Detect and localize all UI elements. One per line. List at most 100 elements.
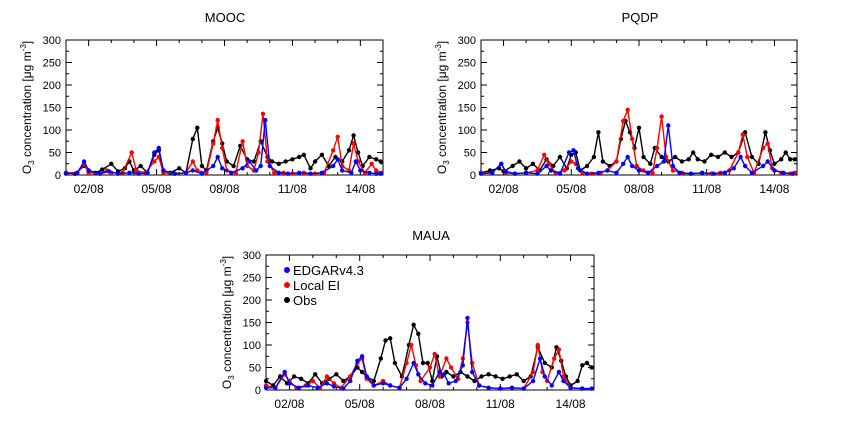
y-tick-label: 150	[43, 103, 61, 115]
data-point-edgarv4-3	[423, 381, 428, 386]
y-tick-label: 100	[458, 125, 476, 137]
data-point-edgarv4-3	[215, 154, 220, 160]
data-point-local-ei	[240, 139, 245, 144]
data-point-edgarv4-3	[486, 385, 491, 390]
data-point-obs	[195, 125, 200, 130]
data-point-edgarv4-3	[568, 385, 573, 390]
x-tick-label: 02/08	[489, 182, 519, 196]
x-tick-label: 02/08	[74, 182, 104, 196]
data-point-local-ei	[448, 365, 454, 370]
data-point-edgarv4-3	[359, 354, 365, 359]
data-point-edgarv4-3	[145, 170, 150, 175]
data-point-edgarv4-3	[465, 315, 470, 321]
data-point-edgarv4-3	[738, 154, 743, 160]
data-point-obs	[763, 130, 768, 135]
data-point-edgarv4-3	[296, 385, 301, 390]
data-point-obs	[297, 154, 302, 160]
data-point-edgarv4-3	[306, 383, 311, 388]
legend-label-edgar: EDGARv4.3	[293, 263, 364, 278]
y-tick-label: 50	[464, 148, 476, 160]
data-point-edgarv4-3	[453, 378, 458, 384]
data-point-local-ei	[351, 141, 356, 146]
data-point-edgarv4-3	[566, 150, 572, 155]
data-point-edgarv4-3	[81, 159, 87, 164]
data-point-obs	[636, 125, 642, 130]
data-point-edgarv4-3	[380, 381, 386, 386]
y-tick-label: 200	[458, 80, 476, 92]
data-point-local-ei	[418, 378, 423, 384]
data-point-edgarv4-3	[335, 157, 340, 162]
data-point-edgarv4-3	[636, 168, 642, 173]
series-line-obs	[65, 127, 382, 175]
data-point-edgarv4-3	[446, 381, 451, 386]
panel-pqdp: PQDP 0 50 100 150 200 250 300 02/08 05/08 08/08 11…	[434, 10, 798, 196]
data-point-edgarv4-3	[240, 166, 245, 171]
data-point-local-ei	[272, 170, 277, 175]
y-tick-label: 300	[458, 35, 476, 47]
x-tick-label: 08/08	[209, 182, 239, 196]
data-point-edgarv4-3	[478, 171, 484, 176]
data-point-obs	[783, 150, 788, 155]
data-point-edgarv4-3	[711, 171, 716, 176]
y-tick-label: 200	[43, 80, 61, 92]
data-point-edgarv4-3	[535, 171, 540, 176]
data-point-obs	[392, 360, 398, 366]
data-point-edgarv4-3	[441, 372, 447, 377]
data-point-edgarv4-3	[544, 163, 549, 169]
data-point-obs	[722, 150, 727, 155]
data-point-obs	[298, 376, 304, 381]
data-point-edgarv4-3	[661, 159, 666, 164]
data-point-obs	[100, 167, 105, 172]
data-point-local-ei	[369, 161, 374, 166]
data-point-obs	[199, 163, 205, 169]
y-tick-label: 250	[243, 273, 261, 285]
data-point-local-ei	[621, 118, 626, 124]
data-point-obs	[715, 154, 721, 160]
data-point-obs	[479, 374, 484, 379]
y-tick-label: 50	[249, 363, 261, 375]
data-point-edgarv4-3	[273, 385, 278, 390]
data-point-obs	[371, 378, 376, 384]
x-tick-label: 11/08	[692, 182, 721, 196]
data-point-edgarv4-3	[86, 168, 91, 173]
data-point-obs	[580, 363, 585, 368]
data-point-local-ei	[569, 159, 574, 164]
data-point-edgarv4-3	[530, 378, 536, 384]
data-point-obs	[378, 356, 383, 361]
data-point-obs	[691, 150, 696, 155]
data-point-edgarv4-3	[625, 154, 630, 160]
data-point-obs	[729, 154, 734, 160]
data-point-edgarv4-3	[416, 372, 421, 377]
data-point-edgarv4-3	[521, 386, 526, 391]
data-point-obs	[507, 374, 512, 379]
data-point-obs	[269, 159, 275, 164]
data-point-obs	[542, 360, 547, 366]
data-point-edgarv4-3	[358, 168, 363, 173]
data-point-local-ei	[562, 168, 567, 173]
data-point-local-ei	[654, 145, 660, 151]
data-point-edgarv4-3	[156, 145, 161, 151]
data-point-edgarv4-3	[378, 171, 383, 176]
data-point-edgarv4-3	[575, 166, 581, 171]
data-point-local-ei	[310, 378, 316, 384]
data-point-obs	[702, 159, 707, 164]
data-point-local-ei	[535, 168, 540, 173]
data-point-edgarv4-3	[276, 170, 281, 175]
data-point-local-ei	[432, 351, 437, 357]
data-point-obs	[416, 331, 421, 336]
data-point-obs	[523, 166, 529, 171]
data-point-edgarv4-3	[127, 170, 132, 175]
data-point-edgarv4-3	[749, 170, 755, 175]
data-point-obs	[359, 369, 365, 375]
y-tick-label: 250	[458, 58, 476, 70]
series-line-edgarv4-3	[266, 317, 592, 390]
data-point-local-ei	[542, 152, 547, 157]
data-point-obs	[276, 161, 281, 166]
data-point-edgarv4-3	[364, 374, 369, 379]
data-point-edgarv4-3	[571, 148, 576, 153]
data-point-edgarv4-3	[63, 171, 69, 176]
data-point-obs	[788, 157, 793, 162]
y-tick-label: 200	[243, 295, 261, 307]
y-tick-label: 0	[255, 385, 261, 397]
